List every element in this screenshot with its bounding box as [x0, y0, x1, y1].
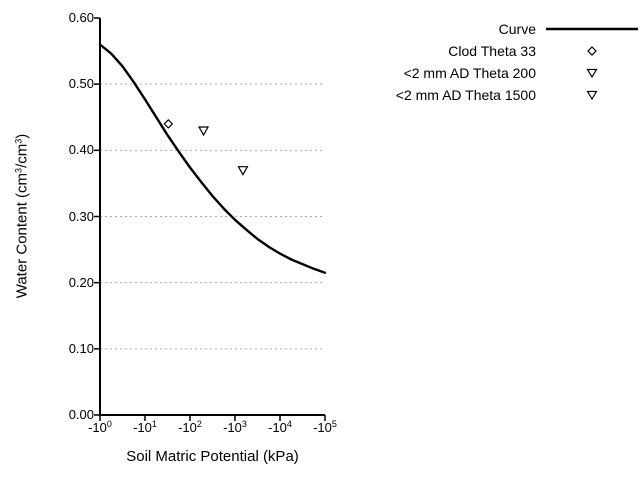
y-tick-label: 0.20	[68, 275, 94, 290]
x-tick-label: -103	[223, 419, 247, 436]
y-tick-label: 0.60	[68, 10, 94, 25]
curve-line	[98, 43, 327, 274]
legend-entry-ad-theta-1500: <2 mm AD Theta 1500	[396, 84, 638, 106]
y-tick-label: 0.50	[68, 76, 94, 91]
x-axis-title: Soil Matric Potential (kPa)	[126, 448, 299, 465]
marker-triangle-down	[237, 166, 249, 176]
marker-diamond	[163, 119, 174, 129]
diamond-marker-symbol	[546, 44, 638, 58]
triangle-down-marker-symbol	[546, 66, 638, 80]
x-tick-label: -105	[313, 419, 337, 436]
curve-line-symbol	[546, 22, 638, 36]
x-tick-label: -100	[88, 419, 112, 436]
marker-triangle-down	[198, 126, 210, 137]
x-tick-label: -101	[133, 419, 157, 436]
y-axis-title: Water Content (cm3/cm3)	[13, 133, 31, 299]
y-tick-label: 0.00	[68, 407, 94, 422]
x-tick-label: -102	[178, 419, 202, 436]
triangle-down-marker-symbol	[546, 88, 638, 102]
legend-label: Curve	[498, 21, 536, 37]
legend: Curve Clod Theta 33 <2 mm AD Theta 200 <…	[396, 18, 638, 106]
legend-label: <2 mm AD Theta 1500	[395, 87, 536, 103]
legend-label: Clod Theta 33	[448, 43, 536, 59]
y-tick-label: 0.40	[68, 142, 94, 157]
legend-label: <2 mm AD Theta 200	[403, 65, 536, 81]
legend-entry-clod-theta-33: Clod Theta 33	[396, 40, 638, 62]
legend-entry-curve: Curve	[396, 18, 638, 40]
y-tick-label: 0.30	[68, 209, 94, 224]
x-tick-label: -104	[268, 419, 292, 436]
legend-entry-ad-theta-200: <2 mm AD Theta 200	[396, 62, 638, 84]
y-tick-label: 0.10	[68, 341, 94, 356]
